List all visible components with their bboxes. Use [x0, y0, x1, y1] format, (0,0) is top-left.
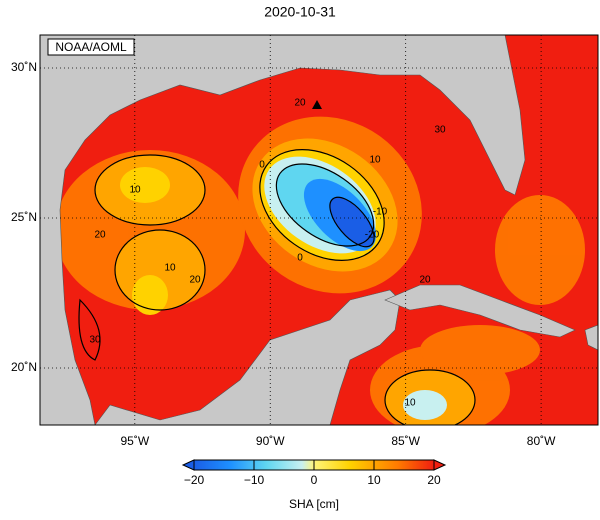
marker	[312, 100, 322, 109]
contour-label: 0	[259, 160, 265, 171]
contour-label: 0	[297, 253, 303, 264]
colorbar-end	[433, 459, 447, 471]
badge: NOAA/AOML	[55, 40, 127, 54]
colorbar-end	[181, 459, 195, 471]
y-tick-label: 25˚N	[11, 210, 37, 224]
contour-label: 10	[129, 185, 141, 196]
x-tick-label: 95˚W	[120, 434, 149, 448]
contour-label: 20	[419, 275, 431, 286]
colorbar-tick-label: 10	[367, 473, 381, 487]
contour-label: -10	[373, 207, 388, 218]
map-field	[40, 35, 598, 425]
map-title: 2020-10-31	[264, 4, 336, 20]
y-tick-label: 20˚N	[11, 360, 37, 374]
x-tick-label: 90˚W	[256, 434, 285, 448]
colorbar-tick-label: 20	[427, 473, 441, 487]
contour-label: 30	[434, 125, 446, 136]
contour-label: 10	[369, 155, 381, 166]
y-tick-label: 30˚N	[11, 60, 37, 74]
map-frame	[39, 34, 599, 426]
colorbar-label: SHA [cm]	[289, 497, 339, 511]
contour-label: 20	[294, 98, 306, 109]
contour-label: -20	[365, 230, 380, 241]
contour-label: 30	[89, 335, 101, 346]
contour-label: 20	[94, 230, 106, 241]
contour-label: 10	[164, 263, 176, 274]
badge-box	[47, 38, 135, 56]
x-tick-label: 80˚W	[527, 434, 556, 448]
colorbar-tick-label: −20	[184, 473, 205, 487]
contour-label: 10	[404, 398, 416, 409]
contour-label: 20	[189, 275, 201, 286]
colorbar-tick-label: −10	[244, 473, 265, 487]
colorbar-tick-label: 0	[311, 473, 318, 487]
x-tick-label: 85˚W	[391, 434, 420, 448]
